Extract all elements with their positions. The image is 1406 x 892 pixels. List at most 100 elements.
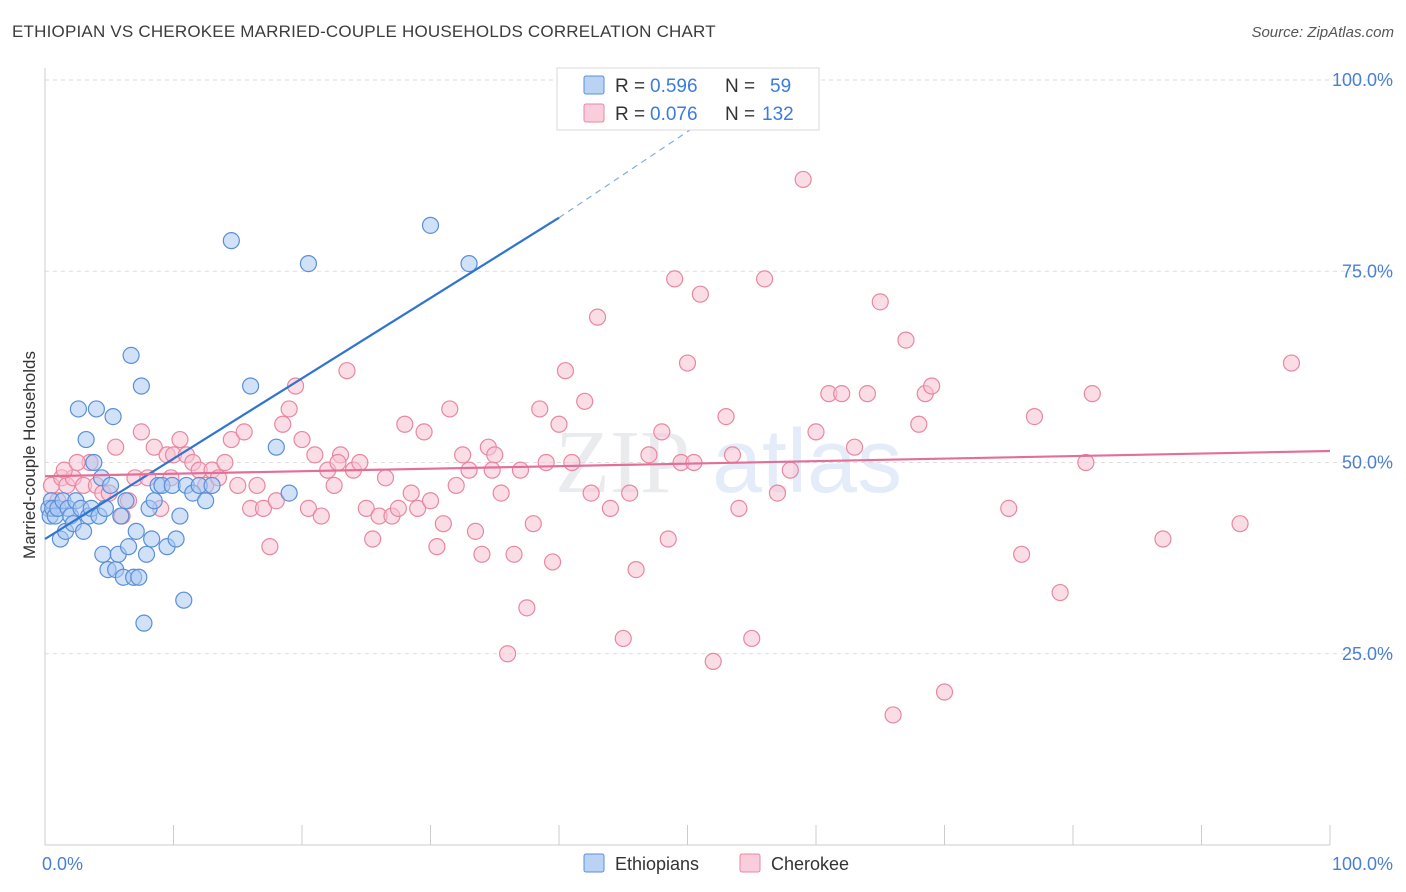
point-cherokee-36 — [274, 415, 292, 433]
point-cherokee-56 — [402, 484, 420, 502]
point-ethiopians-34 — [122, 346, 140, 364]
gridlines — [45, 79, 1392, 655]
point-ethiopians-58 — [267, 438, 285, 456]
point-cherokee-80 — [556, 362, 575, 380]
legend-r-label-cherokee: R = — [615, 104, 645, 125]
point-cherokee-59 — [421, 492, 440, 510]
point-cherokee-54 — [389, 499, 407, 517]
point-cherokee-126 — [1282, 354, 1301, 372]
point-cherokee-66 — [466, 522, 485, 540]
point-cherokee-74 — [518, 599, 536, 617]
point-ethiopians-24 — [96, 499, 114, 517]
y-tick-label-75: 75.0% — [1342, 261, 1393, 281]
point-ethiopians-15 — [74, 522, 93, 540]
point-ethiopians-36 — [127, 522, 145, 540]
legend-r-value-cherokee: 0.076 — [650, 104, 698, 125]
point-cherokee-91 — [659, 530, 677, 548]
legend-swatch-cherokee — [583, 103, 605, 123]
point-cherokee-87 — [621, 484, 639, 502]
point-cherokee-98 — [717, 408, 735, 426]
point-cherokee-34 — [261, 538, 279, 556]
point-cherokee-111 — [871, 293, 889, 311]
point-cherokee-116 — [923, 377, 941, 395]
point-ethiopians-20 — [87, 400, 106, 418]
point-ethiopians-30 — [112, 507, 130, 525]
bottom-legend-swatch-ethiopians — [583, 853, 605, 873]
point-cherokee-63 — [447, 476, 465, 495]
point-ethiopians-50 — [175, 591, 193, 609]
point-cherokee-14 — [132, 423, 150, 441]
point-cherokee-28 — [222, 430, 240, 449]
point-cherokee-89 — [640, 446, 658, 464]
point-ethiopians-43 — [145, 492, 163, 510]
trendline-ethiopians-extension — [558, 79, 765, 219]
point-cherokee-57 — [409, 499, 427, 517]
point-cherokee-118 — [1000, 499, 1018, 517]
point-cherokee-121 — [1051, 583, 1069, 602]
point-cherokee-104 — [781, 461, 799, 479]
point-ethiopians-32 — [117, 492, 135, 510]
point-cherokee-60 — [428, 538, 446, 556]
point-ethiopians-55 — [203, 476, 221, 495]
point-ethiopians-61 — [421, 216, 440, 234]
point-cherokee-128 — [68, 453, 86, 472]
point-cherokee-40 — [299, 499, 318, 517]
point-cherokee-10 — [107, 438, 125, 456]
point-cherokee-78 — [543, 553, 562, 571]
point-cherokee-109 — [845, 438, 864, 456]
point-cherokee-106 — [807, 423, 825, 441]
point-cherokee-72 — [505, 545, 523, 563]
point-ethiopians-60 — [299, 255, 318, 273]
point-ethiopians-40 — [137, 545, 156, 563]
point-cherokee-85 — [601, 499, 620, 517]
point-ethiopians-38 — [132, 377, 150, 395]
point-cherokee-131 — [483, 461, 501, 479]
x-tick-labels: 0.0% 100.0% — [42, 854, 1393, 874]
bottom-legend: Ethiopians Cherokee — [583, 853, 849, 874]
legend-r-label-ethiopians: R = — [615, 76, 645, 97]
point-cherokee-99 — [723, 446, 742, 464]
point-cherokee-61 — [434, 515, 452, 533]
point-cherokee-73 — [511, 461, 530, 479]
legend-n-label-cherokee: N = — [725, 104, 755, 125]
point-cherokee-113 — [897, 331, 915, 349]
point-cherokee-46 — [338, 362, 356, 380]
trendline-ethiopians — [44, 216, 560, 540]
point-cherokee-35 — [267, 492, 285, 510]
bottom-legend-swatch-cherokee — [739, 853, 761, 873]
trendlines — [44, 79, 1331, 540]
point-cherokee-110 — [858, 385, 877, 403]
y-tick-label-25: 25.0% — [1342, 644, 1393, 664]
point-cherokee-94 — [678, 354, 697, 372]
legend-n-value-cherokee: 132 — [762, 104, 794, 125]
point-cherokee-119 — [1012, 545, 1031, 563]
point-ethiopians-27 — [104, 408, 122, 426]
point-ethiopians-48 — [167, 530, 185, 548]
point-cherokee-112 — [884, 706, 902, 724]
point-cherokee-48 — [351, 453, 369, 472]
legend-swatch-ethiopians — [583, 75, 605, 95]
point-cherokee-127 — [55, 461, 73, 479]
point-cherokee-88 — [627, 560, 645, 579]
point-cherokee-96 — [691, 285, 709, 303]
point-cherokee-16 — [145, 438, 163, 456]
point-cherokee-55 — [396, 415, 414, 433]
point-ethiopians-23 — [94, 545, 112, 563]
point-cherokee-30 — [235, 423, 253, 441]
legend-n-label-ethiopians: N = — [725, 76, 755, 97]
point-cherokee-75 — [524, 515, 542, 533]
stats-legend: R = 0.596 N = 59 R = 0.076 N = 132 — [556, 67, 820, 131]
point-cherokee-120 — [1025, 408, 1044, 426]
point-cherokee-81 — [563, 453, 581, 472]
point-cherokee-130 — [329, 453, 347, 472]
y-tick-labels: 25.0% 50.0% 75.0% 100.0% — [1332, 70, 1393, 664]
point-cherokee-83 — [582, 484, 600, 502]
point-cherokee-114 — [910, 415, 928, 433]
point-cherokee-20 — [171, 430, 189, 449]
chart-title: ETHIOPIAN VS CHEROKEE MARRIED-COUPLE HOU… — [12, 22, 716, 41]
y-tick-label-100: 100.0% — [1332, 70, 1393, 90]
point-ethiopians-62 — [460, 255, 478, 273]
point-cherokee-92 — [666, 270, 684, 288]
point-cherokee-86 — [614, 629, 632, 648]
